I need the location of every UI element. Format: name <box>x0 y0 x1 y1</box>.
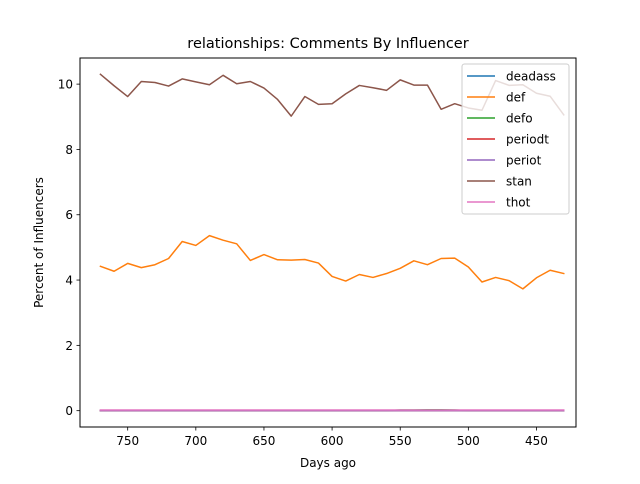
legend-label-stan: stan <box>506 175 532 189</box>
x-tick-label: 650 <box>253 434 276 448</box>
x-tick-label: 600 <box>321 434 344 448</box>
legend-label-deadass: deadass <box>506 70 556 84</box>
series-line-def <box>100 236 563 289</box>
x-axis-label: Days ago <box>300 456 356 470</box>
x-tick-label: 700 <box>184 434 207 448</box>
chart-title: relationships: Comments By Influencer <box>187 36 468 52</box>
y-axis-label: Percent of Influencers <box>32 177 46 308</box>
y-tick-label: 10 <box>58 78 73 92</box>
x-axis: 750 700 650 600 550 500 450 <box>116 427 548 448</box>
y-axis: 0 2 4 6 8 10 <box>58 78 80 419</box>
x-tick-label: 500 <box>457 434 480 448</box>
x-tick-label: 550 <box>389 434 412 448</box>
legend-label-defo: defo <box>506 112 533 126</box>
y-tick-label: 2 <box>65 339 73 353</box>
legend-label-periodt: periodt <box>506 133 549 147</box>
x-tick-label: 750 <box>116 434 139 448</box>
y-tick-label: 6 <box>65 208 73 222</box>
legend: deadass def defo periodt periot stan thot <box>462 64 569 214</box>
x-tick-label: 450 <box>525 434 548 448</box>
y-tick-label: 8 <box>65 143 73 157</box>
legend-label-periot: periot <box>506 154 542 168</box>
legend-label-def: def <box>506 91 526 105</box>
legend-label-thot: thot <box>506 196 531 210</box>
y-tick-label: 0 <box>65 404 73 418</box>
y-tick-label: 4 <box>65 274 73 288</box>
